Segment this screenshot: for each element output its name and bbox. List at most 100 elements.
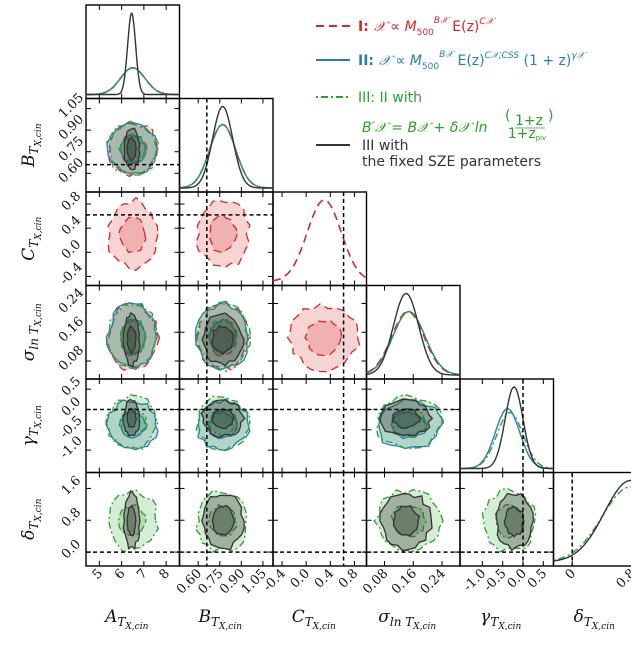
legend-text-part: III: II with [358,90,422,106]
x-tick-label-sigma_ln TX,cin: 0.08 [360,566,391,597]
legend-paren-right: ) [548,108,553,124]
marginal-I-A_TX,cin [86,68,180,95]
contour-68-III-fixed [127,506,136,536]
panel-C_TX,cin-vs-B_TX,cin [180,192,274,286]
legend-entry-fixed-line1: III with [362,138,409,154]
x-axis-label-subsub: X,cin [124,622,148,632]
legend-text-part: 𝒳 ∝ M [374,19,417,35]
marginal-II-gamma_TX,cin [460,409,554,469]
marginal-II-B_TX,cin [180,125,274,188]
panel-content [273,379,367,473]
panel-content [288,286,360,380]
legend-text-part: C𝒳,CSS [485,51,520,61]
marginal-III-A_TX,cin [86,68,180,95]
panel-delta_TX,cin-vs-sigma_ln TX,cin [367,490,461,552]
legend-text-part: I: [358,19,374,35]
panel-frame [273,379,367,473]
panel-content [180,473,274,567]
legend-entry-I: I: 𝒳 ∝ M500B𝒳 E(z)C𝒳 [358,16,497,38]
x-tick-label-sigma_ln TX,cin: 0.16 [389,566,420,597]
panel-content [460,379,554,473]
y-tick-label-sigma_ln TX,cin: 0.16 [56,314,87,345]
panel-content [86,490,180,552]
x-tick-label-gamma_TX,cin: 0.5 [525,566,550,591]
x-tick-label-C_TX,cin: -0.4 [261,566,289,594]
y-tick-label-sigma_ln TX,cin: 0.08 [56,343,87,374]
marginal-III-B_TX,cin [180,125,274,188]
legend-text-part: E(z) [448,19,480,35]
panel-frame [273,192,367,286]
y-tick-label-C_TX,cin: 0.0 [59,237,84,262]
panel-A_TX,cin-vs-A_TX,cin [86,13,180,94]
y-tick-label-C_TX,cin: -0.4 [57,260,85,288]
panel-delta_TX,cin-vs-C_TX,cin [273,473,367,567]
contour-68-III-fixed [127,408,136,427]
panel-content [86,121,180,176]
marginal-III-gamma_TX,cin [460,413,554,469]
x-tick-label-delta_TX,cin: 0.8 [614,566,631,591]
y-axis-label-subsub: X,cin [34,405,44,429]
y-tick-label-sigma_ln TX,cin: 0.24 [56,285,87,316]
legend-entry-fixed-line2: the fixed SZE parameters [362,154,541,170]
panel-gamma_TX,cin-vs-gamma_TX,cin [460,379,554,473]
panel-content [367,294,461,376]
legend-text-part: the fixed SZE parameters [362,154,541,170]
y-axis-label-subsub: X,cin [34,498,44,522]
x-axis-label-B_TX,cin: BTX,cin [198,607,243,632]
x-axis-label-sigma_ln TX,cin: σln TX,cin [378,607,436,632]
y-axis-label-sigma_ln TX,cin: σln TX,cin [19,303,44,361]
panel-delta_TX,cin-vs-A_TX,cin [86,490,180,552]
panel-sigma_ln TX,cin-vs-C_TX,cin [288,286,360,380]
x-axis-label-delta_TX,cin: δTX,cin [574,607,615,632]
legend-text-part: III with [362,138,409,154]
marginal-III-fixed-B_TX,cin [180,107,274,189]
panel-content [367,395,461,449]
x-axis-label-A_TX,cin: ATX,cin [103,607,148,632]
legend-text-part: (1 + z) [519,53,571,69]
legend-entry-III-line2: B′𝒳 = B𝒳 + δ𝒳 ln [362,120,488,136]
panel-content [273,473,367,567]
legend-text-part: II: [358,53,379,69]
panel-delta_TX,cin-vs-gamma_TX,cin [460,473,554,567]
x-axis-label-C_TX,cin: CTX,cin [292,607,336,632]
panel-C_TX,cin-vs-A_TX,cin [86,198,180,271]
panel-content [180,192,274,286]
marginal-III-fixed-sigma_ln TX,cin [367,294,461,376]
y-tick-label-delta_TX,cin: 1.6 [59,473,84,498]
panel-content [86,198,180,271]
legend-frac-den-sub: piv [536,134,547,142]
legend-text-part: γ𝒳 [571,51,587,61]
x-tick-label-delta_TX,cin: 0 [563,566,579,582]
panel-gamma_TX,cin-vs-C_TX,cin [273,379,367,473]
panel-sigma_ln TX,cin-vs-A_TX,cin [106,303,159,370]
y-tick-label-delta_TX,cin: 0.0 [59,537,84,562]
x-axis-label-subsub: X,cin [218,622,242,632]
x-axis-label-subsub: X,cin [312,622,336,632]
y-axis-label-gamma_TX,cin: γTX,cin [19,405,44,446]
legend-entry-III-line1: III: II with [358,90,422,106]
panel-content [180,99,274,193]
marginal-III-fixed-A_TX,cin [86,13,180,94]
x-tick-label-C_TX,cin: 0.8 [336,566,361,591]
marginal-III-delta_TX,cin [554,487,631,560]
legend-text-part: 500 [422,62,439,72]
panel-content [367,490,461,552]
panel-sigma_ln TX,cin-vs-sigma_ln TX,cin [367,294,461,376]
y-axis-label-C_TX,cin: CTX,cin [19,217,44,261]
panel-content [273,192,367,286]
panel-content [180,379,274,473]
marginal-I-B_TX,cin [180,125,274,188]
y-tick-label-C_TX,cin: 0.4 [59,213,84,238]
panel-content [554,473,631,567]
panel-C_TX,cin-vs-C_TX,cin [273,192,367,286]
panel-gamma_TX,cin-vs-sigma_ln TX,cin [367,395,461,449]
legend-text-part: B′𝒳 = B𝒳 + δ𝒳 ln [362,120,488,136]
y-tick-label-C_TX,cin: 0.8 [59,189,84,214]
legend-paren-left: ( [505,108,510,124]
x-tick-label-A_TX,cin: 6 [112,566,128,582]
x-axis-label-subsub: X,cin [497,622,521,632]
x-tick-label-A_TX,cin: 8 [157,566,173,582]
